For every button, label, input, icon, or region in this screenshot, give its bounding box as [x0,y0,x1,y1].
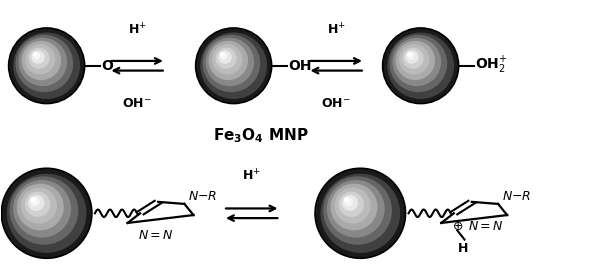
Ellipse shape [330,183,378,230]
Ellipse shape [16,35,73,92]
Ellipse shape [220,52,224,57]
Ellipse shape [22,41,61,80]
Ellipse shape [28,195,44,211]
Text: H$^{+}$: H$^{+}$ [128,22,147,38]
Ellipse shape [344,197,350,202]
Text: $\mathbf{Fe_3O_4}$ $\mathbf{MNP}$: $\mathbf{Fe_3O_4}$ $\mathbf{MNP}$ [213,126,308,145]
Ellipse shape [402,48,424,69]
Text: OH$^{-}$: OH$^{-}$ [321,96,351,109]
Ellipse shape [33,52,41,60]
Ellipse shape [33,52,38,57]
Ellipse shape [407,52,411,57]
Ellipse shape [405,50,419,64]
Ellipse shape [205,38,254,86]
Text: $\oplus$: $\oplus$ [451,220,463,233]
Ellipse shape [390,35,447,92]
Ellipse shape [208,41,248,80]
Text: OH: OH [288,59,311,73]
Ellipse shape [10,176,78,245]
Ellipse shape [31,50,45,64]
Ellipse shape [220,52,227,60]
Text: O$^{-}$: O$^{-}$ [101,59,122,73]
Ellipse shape [7,174,87,253]
Ellipse shape [407,52,415,60]
Ellipse shape [218,50,231,64]
Ellipse shape [387,33,454,99]
Ellipse shape [393,38,441,86]
Ellipse shape [200,33,267,99]
Ellipse shape [323,176,392,245]
Ellipse shape [30,197,36,202]
Ellipse shape [382,28,459,104]
Ellipse shape [30,197,39,206]
Ellipse shape [13,180,71,238]
Ellipse shape [1,168,92,258]
Ellipse shape [13,33,80,99]
Text: H: H [458,242,468,255]
Text: H$^{+}$: H$^{+}$ [327,22,345,38]
Ellipse shape [321,174,400,253]
Ellipse shape [8,28,85,104]
Ellipse shape [335,188,371,224]
Ellipse shape [342,195,358,211]
Ellipse shape [339,192,364,217]
Ellipse shape [399,44,430,75]
Text: OH$^{-}$: OH$^{-}$ [122,96,152,109]
Ellipse shape [215,48,237,69]
Text: $N$$-$$R$: $N$$-$$R$ [188,190,218,203]
Ellipse shape [196,28,271,104]
Ellipse shape [25,44,55,75]
Ellipse shape [25,192,50,217]
Ellipse shape [17,183,64,230]
Ellipse shape [396,41,435,80]
Ellipse shape [19,38,67,86]
Ellipse shape [315,168,405,258]
Ellipse shape [28,48,50,69]
Text: OH$_2^{+}$: OH$_2^{+}$ [475,55,507,76]
Ellipse shape [212,44,242,75]
Text: $N$$=$$N$: $N$$=$$N$ [138,229,173,242]
Ellipse shape [344,197,353,206]
Ellipse shape [327,180,385,238]
Ellipse shape [202,35,260,92]
Text: H$^{+}$: H$^{+}$ [242,169,261,184]
Ellipse shape [21,188,57,224]
Text: $N$$=$$N$: $N$$=$$N$ [468,220,504,233]
Text: $N$$-$$R$: $N$$-$$R$ [502,190,531,203]
